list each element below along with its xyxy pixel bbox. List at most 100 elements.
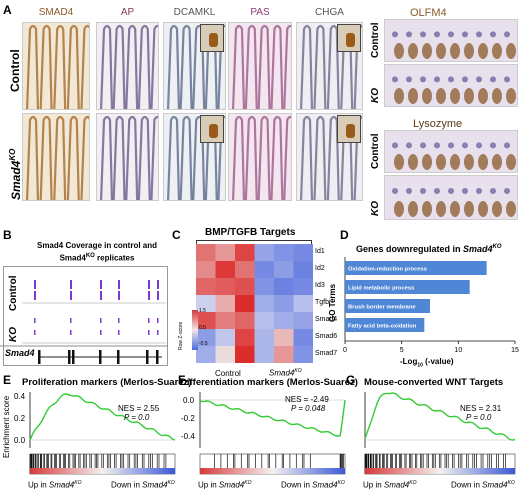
go-tick: 10 — [454, 347, 462, 354]
tissue-image-olfm4-control — [384, 19, 518, 62]
heatmap-cell — [196, 278, 216, 295]
heatmap-cell — [274, 346, 294, 363]
heatmap-cell — [293, 346, 313, 363]
heatmap-cell — [254, 346, 274, 363]
heatmap-cell — [235, 295, 255, 312]
heatmap-cell — [215, 346, 235, 363]
zoom-inset — [200, 115, 224, 143]
heatmap-cell — [274, 278, 294, 295]
gsea-g-title: Mouse-converted WNT Targets — [364, 377, 504, 388]
heatmap-cell — [215, 312, 235, 329]
heatmap-cell — [254, 278, 274, 295]
row-label-olfm4-control: Control — [370, 22, 381, 58]
heatmap-cell — [215, 278, 235, 295]
heatmap-gene-label: Smad7 — [315, 350, 338, 357]
heatmap-xlabel-ko: Smad4KO — [269, 368, 302, 378]
zoom-inset — [337, 115, 361, 143]
gsea-x-up: Up in Smad4KO — [363, 480, 417, 490]
rank-gradient — [30, 468, 175, 474]
heatmap-cell — [235, 278, 255, 295]
heatmap-dendrogram — [196, 240, 312, 244]
heatmap-cell — [293, 261, 313, 278]
heatmap-cell — [293, 329, 313, 346]
heatmap-cell — [274, 244, 294, 261]
gsea-f-ytick: -0.2 — [181, 414, 195, 423]
tissue-image-pas-ko — [228, 113, 292, 201]
gsea-x-down: Down in Smad4KO — [281, 480, 345, 490]
heatmap-cell — [196, 346, 216, 363]
go-bar — [345, 318, 425, 332]
row-label-smad4ko: Smad4KO — [8, 148, 23, 200]
heatmap-cell — [293, 295, 313, 312]
enrichment-curve — [199, 399, 346, 437]
heatmap-gene-label: Smad6 — [315, 333, 338, 340]
panel-b-label: B — [3, 228, 12, 242]
heatmap-gene-label: Id2 — [315, 265, 325, 272]
gsea-e-ytick: 0.4 — [14, 392, 26, 401]
heatmap-cell — [215, 329, 235, 346]
heatmap-cell — [274, 261, 294, 278]
heatmap-gene-label: Tgfbi — [315, 299, 331, 306]
go-bar-chart: Oxidation-reduction process Lipid metabol… — [343, 257, 519, 354]
tissue-image-lysozyme-control — [384, 130, 518, 173]
stain-header-chga: CHGA — [315, 7, 344, 18]
olfm4-title: OLFM4 — [410, 7, 447, 19]
gsea-x-up: Up in Smad4KO — [198, 480, 252, 490]
heatmap-legend: Row Z-score 1.5 0.5 -0.5 — [178, 308, 208, 350]
heatmap-gene-label: Id1 — [315, 248, 325, 255]
tissue-image-smad4-ko — [22, 113, 90, 201]
gsea-x-down: Down in Smad4KO — [111, 480, 175, 490]
tissue-image-smad4-control — [22, 22, 90, 110]
row-label-olfm4-ko: KO — [370, 88, 381, 103]
heatmap-cell — [293, 278, 313, 295]
go-bar-label: Fatty acid beta-oxidation — [348, 324, 417, 330]
heatmap-cell — [235, 244, 255, 261]
heatmap-cell — [293, 244, 313, 261]
stain-header-dcamkl: DCAMKL — [173, 7, 216, 18]
zoom-inset — [200, 24, 224, 52]
gsea-e-ytick: 0.2 — [14, 414, 26, 423]
heatmap-cell — [215, 295, 235, 312]
tissue-image-ap-control — [96, 22, 159, 110]
go-tick: 15 — [511, 347, 519, 354]
coverage-track-frame — [3, 266, 168, 366]
panel-g-label: G — [346, 373, 356, 387]
gsea-f-p: P = 0.048 — [291, 404, 326, 413]
heatmap-cell — [235, 312, 255, 329]
heatmap-cell — [196, 295, 216, 312]
gsea-f-nes: NES = -2.49 — [285, 395, 329, 404]
heatmap-cell — [254, 295, 274, 312]
heatmap-cell — [235, 346, 255, 363]
heatmap-cell — [215, 244, 235, 261]
go-tick: 0 — [343, 347, 347, 354]
heatmap-svg — [196, 244, 313, 363]
tissue-image-olfm4-ko — [384, 64, 518, 107]
heatmap-xlabel-control: Control — [215, 369, 241, 378]
heatmap-cell — [254, 261, 274, 278]
heatmap-cell — [196, 261, 216, 278]
gsea-f-ytick: 0.0 — [183, 396, 195, 405]
go-bar-label: Oxidation-reduction process — [348, 267, 427, 273]
heatmap-cell — [196, 312, 216, 329]
heatmap-cell — [254, 329, 274, 346]
gsea-f-title: Differentiation markers (Merlos-Suarez) — [180, 377, 358, 388]
panel-a-label: A — [3, 3, 12, 17]
panel-e-label: E — [3, 373, 12, 387]
heatmap-cell — [274, 295, 294, 312]
heatmap-title: BMP/TGFB Targets — [205, 227, 296, 238]
rank-gradient — [200, 468, 345, 474]
heatmap-cell — [274, 329, 294, 346]
gsea-e-ytick: 0.0 — [14, 436, 26, 445]
gsea-f-ytick: -0.4 — [181, 432, 195, 441]
panel-d-label: D — [340, 228, 349, 242]
heatmap-cell — [274, 312, 294, 329]
enrichment-curve — [364, 392, 516, 441]
zoom-inset — [337, 24, 361, 52]
heatmap-cell — [254, 312, 274, 329]
coverage-tracks-svg — [0, 280, 168, 364]
row-label-lysozyme-ko: KO — [370, 201, 381, 216]
tissue-image-pas-control — [228, 22, 292, 110]
gsea-e-nes: NES = 2.55 — [118, 404, 160, 413]
go-bar — [345, 261, 487, 275]
gsea-g-p: P = 0.0 — [466, 413, 492, 422]
